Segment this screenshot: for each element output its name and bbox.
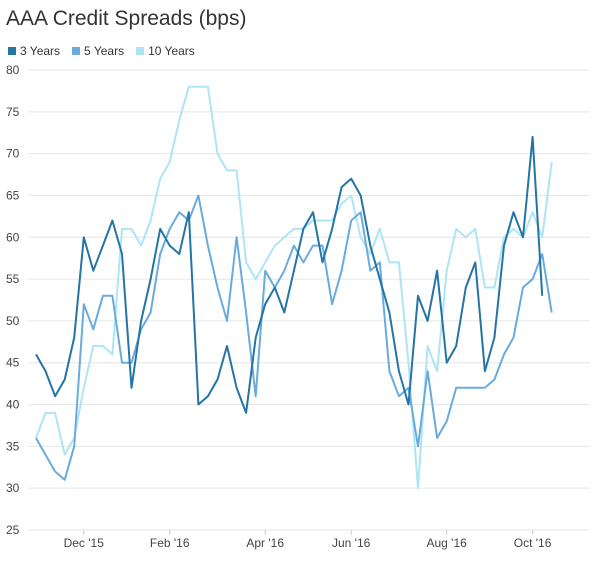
chart-legend: 3 Years 5 Years 10 Years (8, 44, 195, 58)
legend-label-5-years: 5 Years (84, 44, 125, 58)
x-tick-label: Dec '15 (64, 536, 105, 550)
y-tick-label: 60 (6, 230, 20, 244)
x-tick-label: Aug '16 (426, 536, 467, 550)
y-tick-label: 25 (6, 523, 20, 537)
y-tick-label: 70 (6, 147, 20, 161)
series-line-5-years[interactable] (35, 194, 553, 481)
y-tick-label: 55 (6, 272, 20, 286)
legend-item-3-years[interactable]: 3 Years (8, 44, 60, 58)
legend-item-5-years[interactable]: 5 Years (72, 44, 124, 58)
legend-label-3-years: 3 Years (20, 44, 61, 58)
chart-title: AAA Credit Spreads (bps) (6, 7, 247, 30)
legend-swatch-3-years (8, 47, 16, 55)
x-axis-tick-labels: Dec '15 Feb '16 Apr '16 Jun '16 Aug '16 Oct '… (64, 530, 552, 550)
y-tick-label: 40 (6, 398, 20, 412)
x-tick-label: Apr '16 (246, 536, 284, 550)
y-tick-label: 75 (6, 105, 20, 119)
series-lines (35, 85, 553, 490)
y-tick-label: 80 (6, 63, 20, 77)
x-tick-label: Oct '16 (514, 536, 552, 550)
legend-label-10-years: 10 Years (148, 44, 195, 58)
series-line-10-years[interactable] (35, 85, 553, 490)
y-tick-label: 45 (6, 356, 20, 370)
x-tick-label: Jun '16 (332, 536, 371, 550)
legend-swatch-5-years (72, 47, 81, 55)
y-axis-tick-labels: 25 30 35 40 45 50 55 60 65 70 75 80 (6, 63, 20, 537)
x-tick-label: Feb '16 (150, 536, 190, 550)
y-tick-label: 65 (6, 188, 20, 202)
y-tick-label: 35 (6, 439, 20, 453)
y-tick-label: 50 (6, 314, 20, 328)
legend-swatch-10-years (136, 47, 145, 55)
series-line-3-years[interactable] (35, 135, 544, 414)
legend-item-10-years[interactable]: 10 Years (136, 44, 195, 58)
y-tick-label: 30 (6, 481, 20, 495)
